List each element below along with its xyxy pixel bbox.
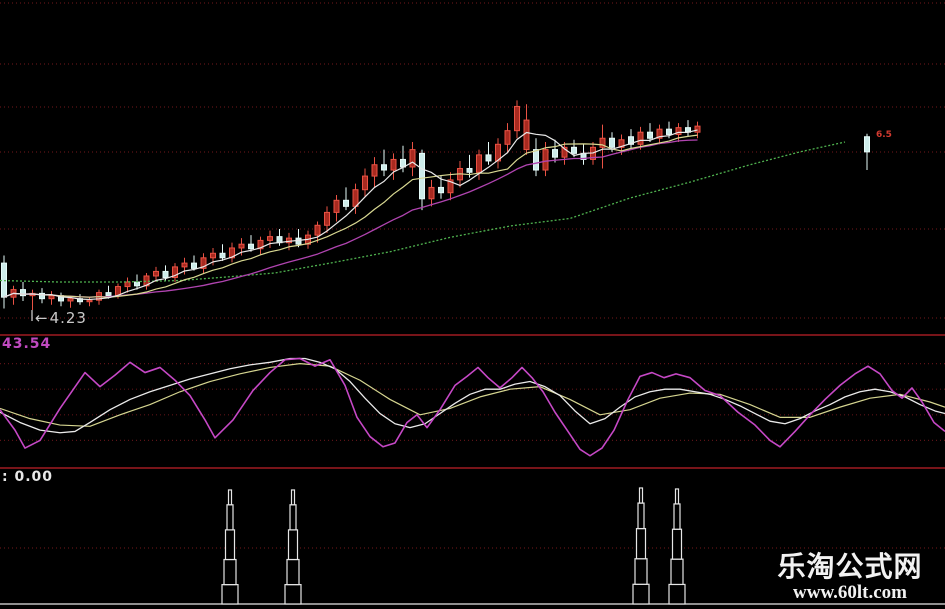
last-price-label: 6.5 [876, 130, 892, 140]
watermark-brand: 乐淘公式网 [777, 550, 923, 583]
oscillator-value-label: 43.54 [2, 336, 52, 352]
watermark: 乐淘公式网 www.60lt.com [768, 550, 932, 604]
signal-value-label: : 0.00 [2, 469, 54, 485]
watermark-site: www.60lt.com [793, 582, 907, 604]
low-price-annotation: ←4.23 [35, 311, 87, 326]
arrow-left-icon: ← [35, 309, 49, 327]
low-price-value: 4.23 [49, 309, 87, 327]
